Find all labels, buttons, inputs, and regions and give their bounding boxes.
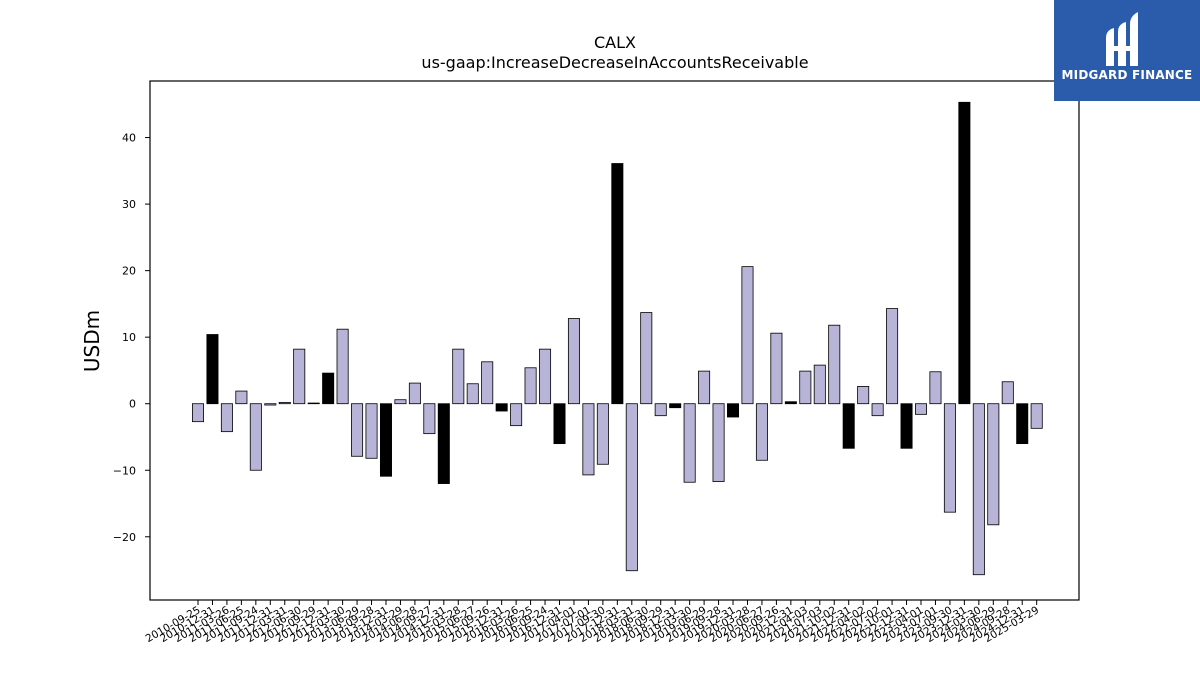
bar	[712, 403, 725, 482]
bar	[755, 403, 768, 461]
bar	[539, 348, 552, 405]
bar	[654, 403, 667, 417]
plot-frame	[149, 80, 1080, 601]
chart-subtitle: us-gaap:IncreaseDecreaseInAccountsReceiv…	[421, 53, 808, 72]
bar	[943, 403, 956, 513]
bar	[307, 402, 320, 405]
y-tick-label: 10	[122, 331, 136, 344]
bar	[640, 312, 653, 405]
bars-group	[191, 101, 1043, 576]
bar	[408, 382, 421, 405]
bar	[929, 371, 942, 405]
bar	[770, 332, 783, 405]
y-axis-label: USDm	[80, 310, 104, 372]
bar	[886, 308, 899, 405]
bar	[799, 370, 812, 405]
bar	[596, 403, 609, 465]
x-ticks-group: 2010-09-252010-12-312011-03-262011-06-25…	[144, 600, 1041, 645]
bar	[900, 403, 913, 449]
bar	[1016, 403, 1029, 445]
y-tick-label: 0	[129, 398, 136, 411]
bar	[206, 334, 219, 405]
bar	[394, 399, 407, 405]
y-tick-label: 20	[122, 265, 136, 278]
bar	[466, 383, 479, 405]
bar	[698, 370, 711, 405]
bar	[336, 328, 349, 405]
bar	[1001, 381, 1014, 405]
bar	[871, 403, 884, 417]
bar	[813, 364, 826, 405]
bar	[741, 266, 754, 405]
bar	[567, 318, 580, 405]
bar	[351, 403, 364, 457]
bar	[365, 403, 378, 459]
bar	[611, 163, 624, 405]
bar	[1030, 403, 1043, 429]
bar	[278, 401, 291, 405]
chart-title: CALX	[594, 33, 636, 52]
bar	[842, 403, 855, 449]
bar	[987, 403, 1000, 526]
y-tick-label: −20	[113, 531, 136, 544]
bar	[293, 348, 306, 405]
brand-mark-icon	[1106, 12, 1138, 66]
bar	[784, 401, 797, 405]
bar	[727, 403, 740, 418]
bar	[553, 403, 566, 445]
y-tick-label: 40	[122, 132, 136, 145]
y-tick-label: −10	[113, 464, 136, 477]
bar	[423, 403, 436, 435]
bar	[191, 403, 204, 423]
bar	[322, 372, 335, 405]
bar	[683, 403, 696, 483]
bar	[249, 403, 262, 471]
bar	[958, 101, 971, 405]
bar	[582, 403, 595, 476]
y-ticks-group: −20 −10 0 10 20 30 40	[113, 132, 150, 544]
bar	[452, 348, 465, 405]
bar	[495, 403, 508, 412]
brand-name: MIDGARD FINANCE	[1061, 68, 1193, 82]
brand-logo: MIDGARD FINANCE	[1054, 0, 1200, 101]
bar	[972, 403, 985, 576]
bar	[625, 403, 638, 572]
bar	[481, 361, 494, 405]
bar	[437, 403, 450, 484]
bar	[510, 403, 523, 427]
bar	[264, 403, 277, 406]
bar	[915, 403, 928, 415]
bar	[828, 324, 841, 405]
bar	[669, 403, 682, 409]
bar	[524, 367, 537, 405]
bar	[235, 390, 248, 405]
y-tick-label: 30	[122, 198, 136, 211]
bar	[220, 403, 233, 433]
bar	[379, 403, 392, 477]
bar	[857, 386, 870, 405]
